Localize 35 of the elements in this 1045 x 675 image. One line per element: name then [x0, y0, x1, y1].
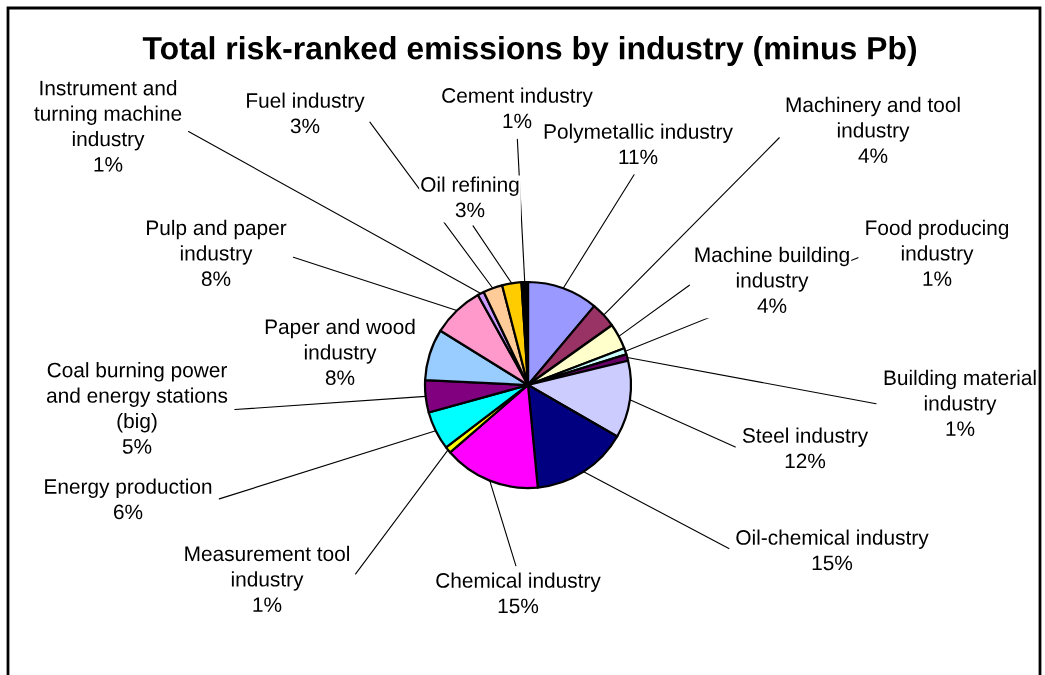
data-label: 6%: [114, 504, 143, 520]
data-label: 8%: [325, 370, 355, 386]
data-label: 3%: [455, 202, 485, 218]
slice-label: Instrument and turning machine industry: [34, 80, 182, 151]
data-label: 15%: [498, 598, 539, 614]
slice-label: Fuel industry: [247, 92, 365, 112]
slice-label: Measurement tool industry: [185, 545, 349, 591]
slice-label: Polymetallic industry: [544, 123, 733, 143]
data-label: 11%: [619, 149, 658, 165]
data-label: 3%: [290, 118, 320, 134]
chart-title: Total risk-ranked emissions by industry (minus Pb): [142, 36, 917, 66]
data-label: 1%: [94, 157, 123, 172]
data-label: 1%: [923, 271, 952, 286]
slice-label: Steel industry: [742, 427, 869, 447]
data-label: 5%: [122, 439, 152, 454]
slice-label: Coal burning power and energy stations (big): [46, 362, 228, 433]
data-label: 12%: [785, 453, 826, 469]
data-label: 4%: [858, 148, 888, 163]
slice-label: Machinery and tool industry: [786, 96, 960, 142]
data-label: 1%: [253, 597, 282, 612]
data-label: 8%: [201, 271, 231, 287]
data-label: 15%: [812, 555, 853, 571]
slice-label: Oil refining: [421, 176, 519, 196]
data-label: 1%: [503, 113, 532, 129]
slice-label: Pulp and paper industry: [147, 219, 287, 265]
slice-label: Food producing industry: [866, 219, 1009, 265]
data-label: 1%: [946, 421, 975, 436]
slice-label: Cement industry: [442, 87, 593, 107]
slice-label: Chemical industry: [436, 572, 601, 592]
slice-label: Oil-chemical industry: [736, 529, 929, 549]
slice-label: Building material industry: [884, 369, 1036, 415]
data-label: 4%: [757, 298, 787, 313]
slice-label: Energy production: [45, 478, 212, 498]
slice-label: Paper and wood industry: [265, 318, 415, 364]
slice-label: Machine building industry: [695, 246, 849, 292]
